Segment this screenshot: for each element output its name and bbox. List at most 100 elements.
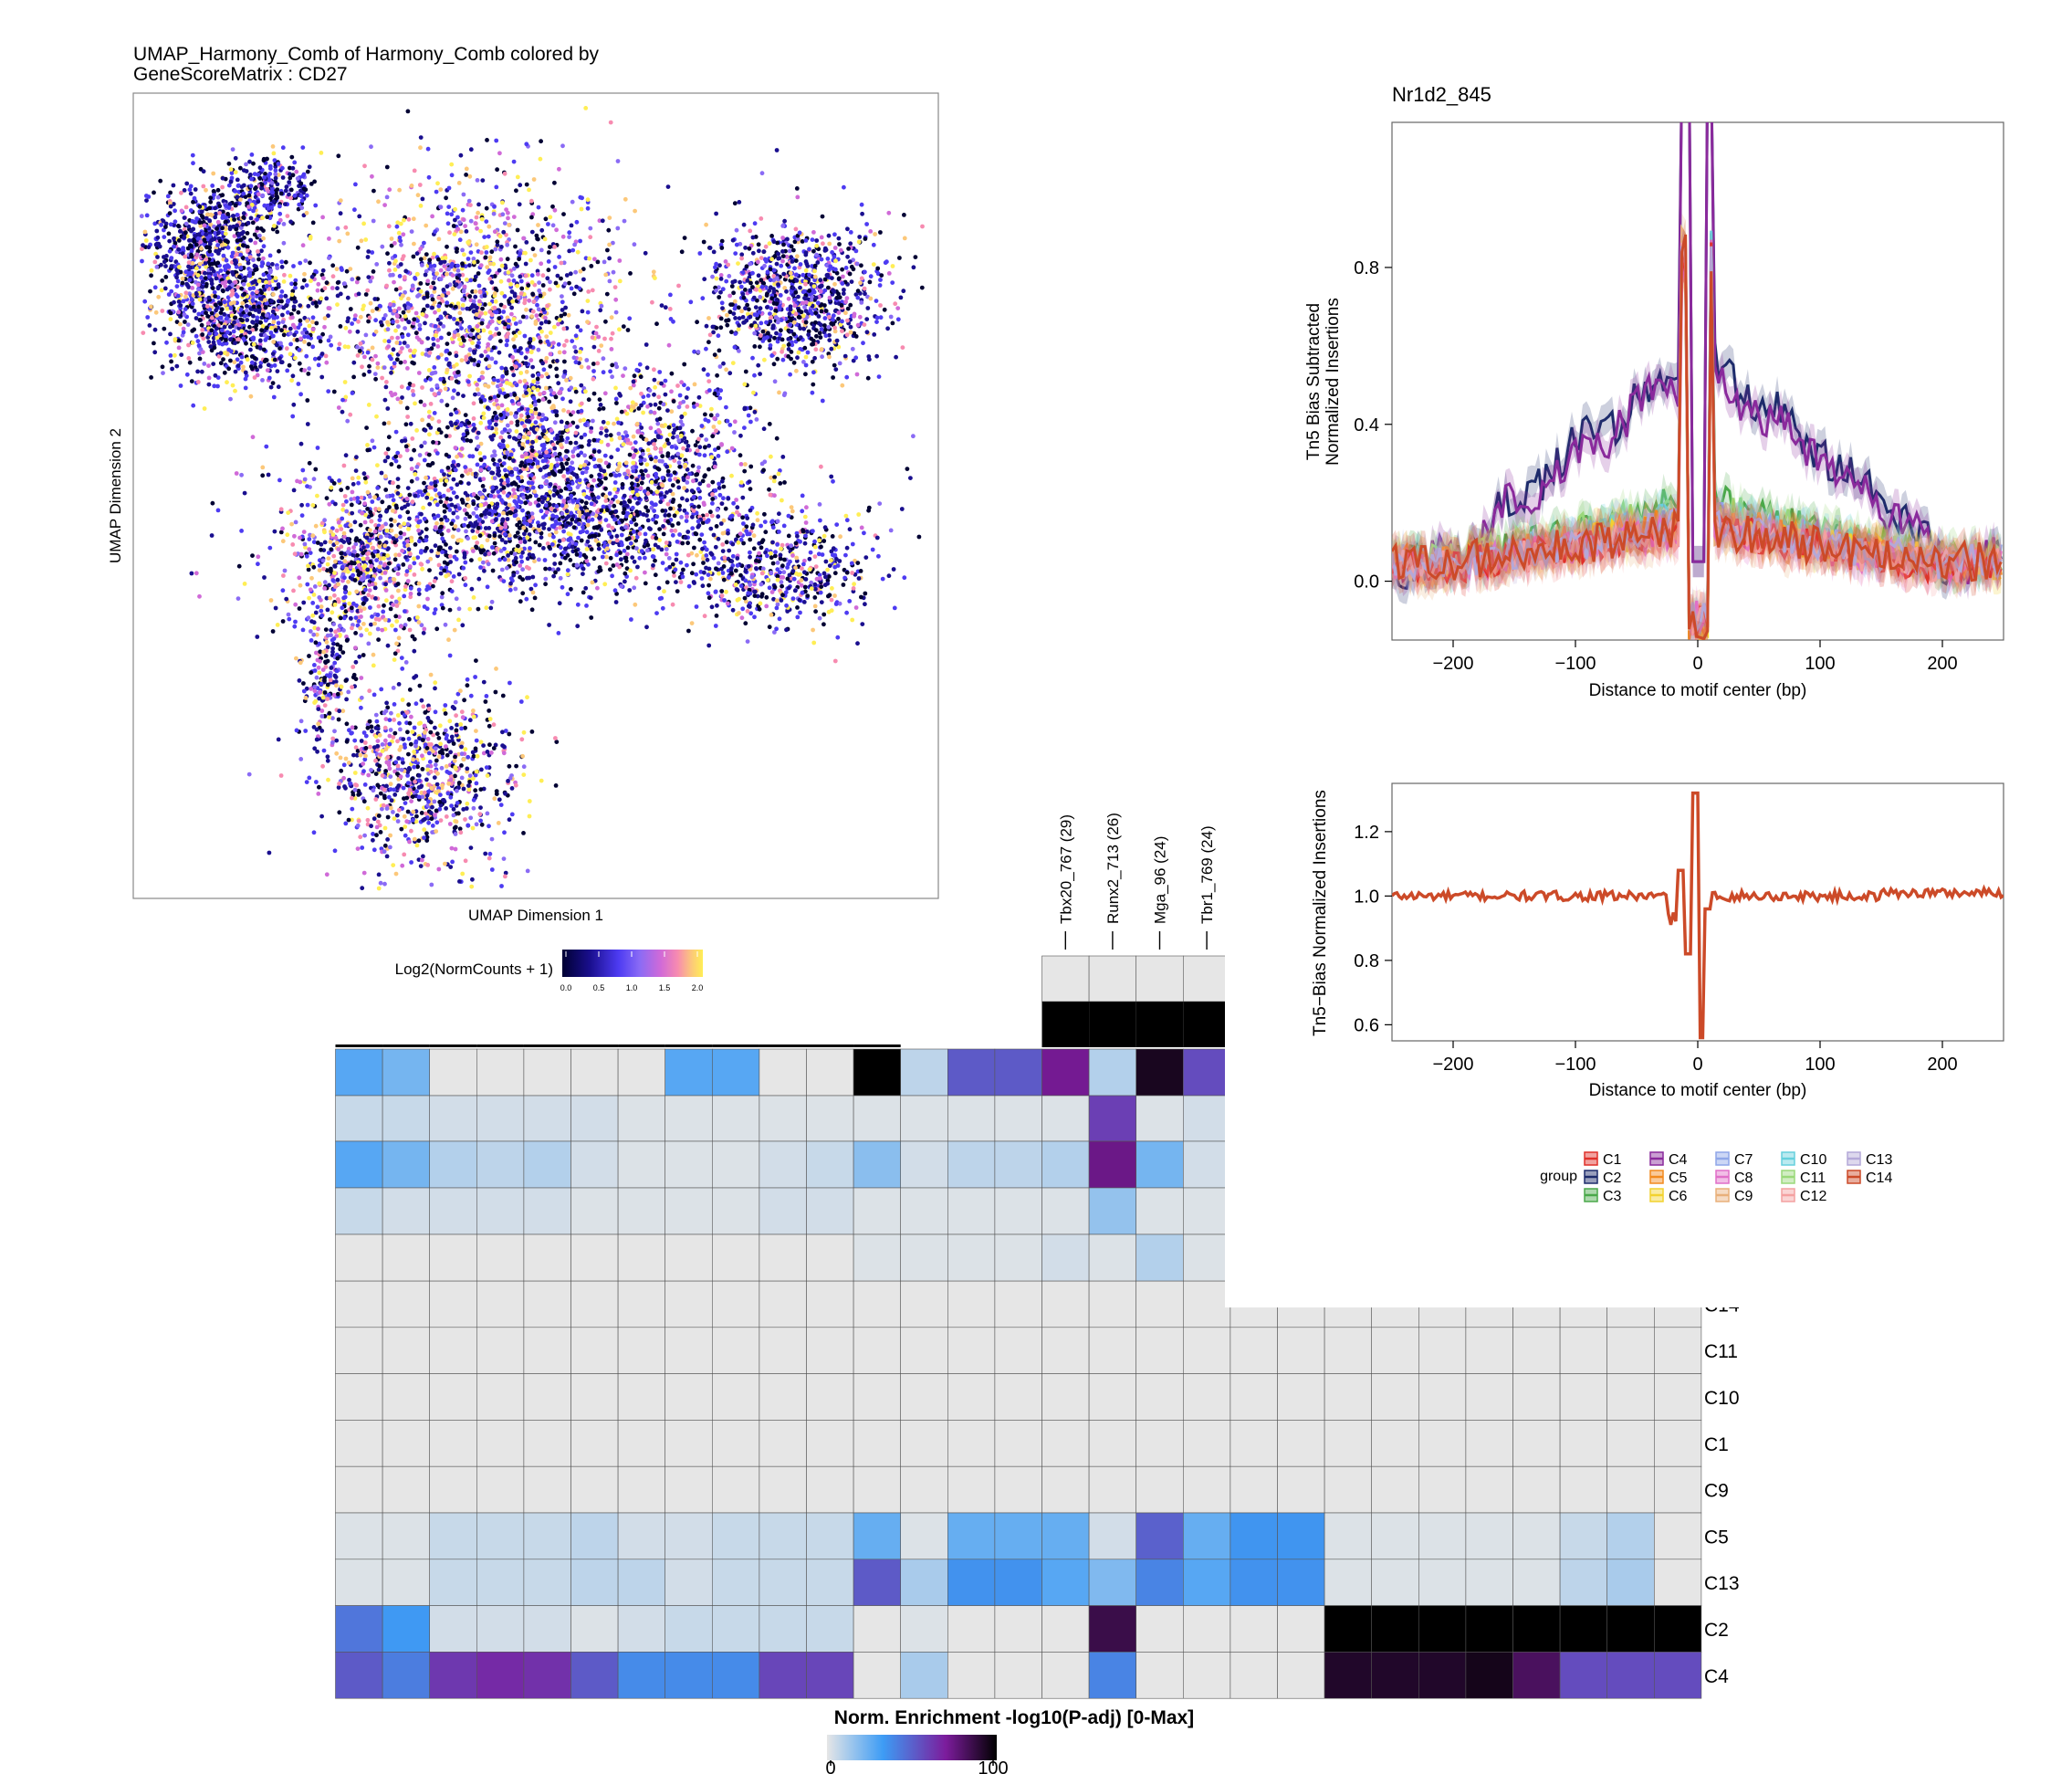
umap-point	[467, 263, 472, 268]
umap-point	[762, 263, 767, 268]
umap-point	[612, 285, 618, 289]
heatmap-cell	[523, 1044, 571, 1047]
umap-point	[292, 160, 298, 165]
umap-point	[468, 218, 474, 224]
umap-point	[769, 306, 774, 311]
umap-point	[200, 214, 204, 219]
umap-point	[194, 219, 198, 225]
umap-point	[281, 332, 287, 338]
umap-point	[298, 260, 303, 266]
heatmap-cell	[1041, 955, 1090, 1002]
umap-point	[819, 309, 824, 314]
umap-point	[234, 260, 238, 265]
umap-point	[372, 297, 378, 301]
umap-point	[495, 239, 500, 245]
umap-point	[802, 305, 807, 310]
umap-point	[273, 172, 278, 177]
umap-point	[357, 349, 362, 353]
umap-point	[560, 234, 566, 239]
umap-point	[215, 326, 219, 331]
umap-point	[391, 320, 395, 324]
umap-point	[803, 362, 809, 368]
umap-point	[215, 260, 221, 266]
heatmap-cell	[382, 1605, 431, 1653]
umap-point	[796, 350, 801, 355]
heatmap-cell	[1183, 1373, 1231, 1421]
umap-point	[423, 320, 427, 326]
umap-point	[238, 165, 243, 171]
umap-point	[228, 301, 234, 306]
umap-point	[305, 169, 310, 174]
heatmap-legend-max: 100	[978, 1758, 1008, 1774]
umap-point	[233, 341, 237, 346]
umap-point	[486, 324, 490, 330]
umap-point	[313, 300, 319, 305]
heatmap-cell	[1606, 1652, 1655, 1699]
umap-point	[878, 303, 883, 308]
umap-point	[794, 278, 800, 283]
umap-point	[241, 229, 246, 235]
umap-point	[183, 205, 189, 210]
heatmap-cell	[429, 1048, 477, 1097]
umap-point	[546, 250, 551, 255]
umap-point	[356, 319, 361, 324]
umap-point	[768, 278, 773, 283]
umap-point	[872, 332, 877, 337]
umap-point	[149, 375, 154, 380]
umap-point	[341, 463, 347, 468]
umap-point	[431, 336, 436, 341]
umap-point	[275, 369, 280, 373]
umap-point	[727, 310, 733, 315]
umap-point	[858, 280, 863, 286]
umap-point	[777, 256, 782, 261]
umap-point	[901, 289, 906, 294]
umap-point	[440, 293, 445, 299]
umap-point	[559, 260, 564, 266]
umap-point	[277, 356, 282, 361]
umap-point	[230, 147, 235, 152]
umap-point	[272, 224, 277, 228]
heatmap-cell	[994, 1187, 1042, 1235]
umap-point	[874, 353, 879, 359]
umap-point	[513, 534, 518, 539]
umap-point	[414, 477, 420, 481]
heatmap-cell	[665, 1559, 713, 1606]
umap-point	[305, 422, 310, 426]
umap-point	[345, 418, 351, 424]
umap-point	[230, 383, 235, 388]
umap-point	[405, 343, 410, 349]
umap-point	[774, 331, 779, 336]
heatmap-cell	[476, 1280, 525, 1328]
umap-point	[386, 344, 391, 349]
umap-point	[602, 391, 608, 396]
umap-point	[366, 275, 371, 279]
umap-point	[455, 463, 461, 467]
umap-point	[343, 325, 349, 331]
umap-point	[459, 446, 465, 451]
umap-point	[820, 354, 824, 360]
umap-point	[467, 173, 473, 179]
umap-point	[252, 232, 257, 237]
heatmap-cell	[335, 1280, 383, 1328]
heatmap-cell	[1041, 1465, 1090, 1514]
heatmap-cell	[1041, 1652, 1090, 1699]
umap-point	[575, 324, 581, 330]
umap-point	[519, 286, 525, 291]
umap-point	[739, 256, 744, 261]
umap-point	[462, 252, 466, 257]
umap-point	[451, 459, 456, 465]
umap-point	[397, 274, 403, 278]
heatmap-cell	[1465, 1373, 1513, 1421]
umap-point	[518, 183, 523, 188]
umap-point	[601, 419, 606, 425]
heatmap-cell	[476, 1605, 525, 1653]
umap-point	[449, 376, 455, 381]
umap-point	[322, 324, 327, 330]
umap-point	[340, 397, 345, 403]
umap-point	[515, 283, 520, 289]
umap-point	[700, 296, 706, 301]
umap-point	[668, 292, 673, 298]
umap-point	[235, 213, 240, 217]
heatmap-cell	[900, 1233, 948, 1282]
